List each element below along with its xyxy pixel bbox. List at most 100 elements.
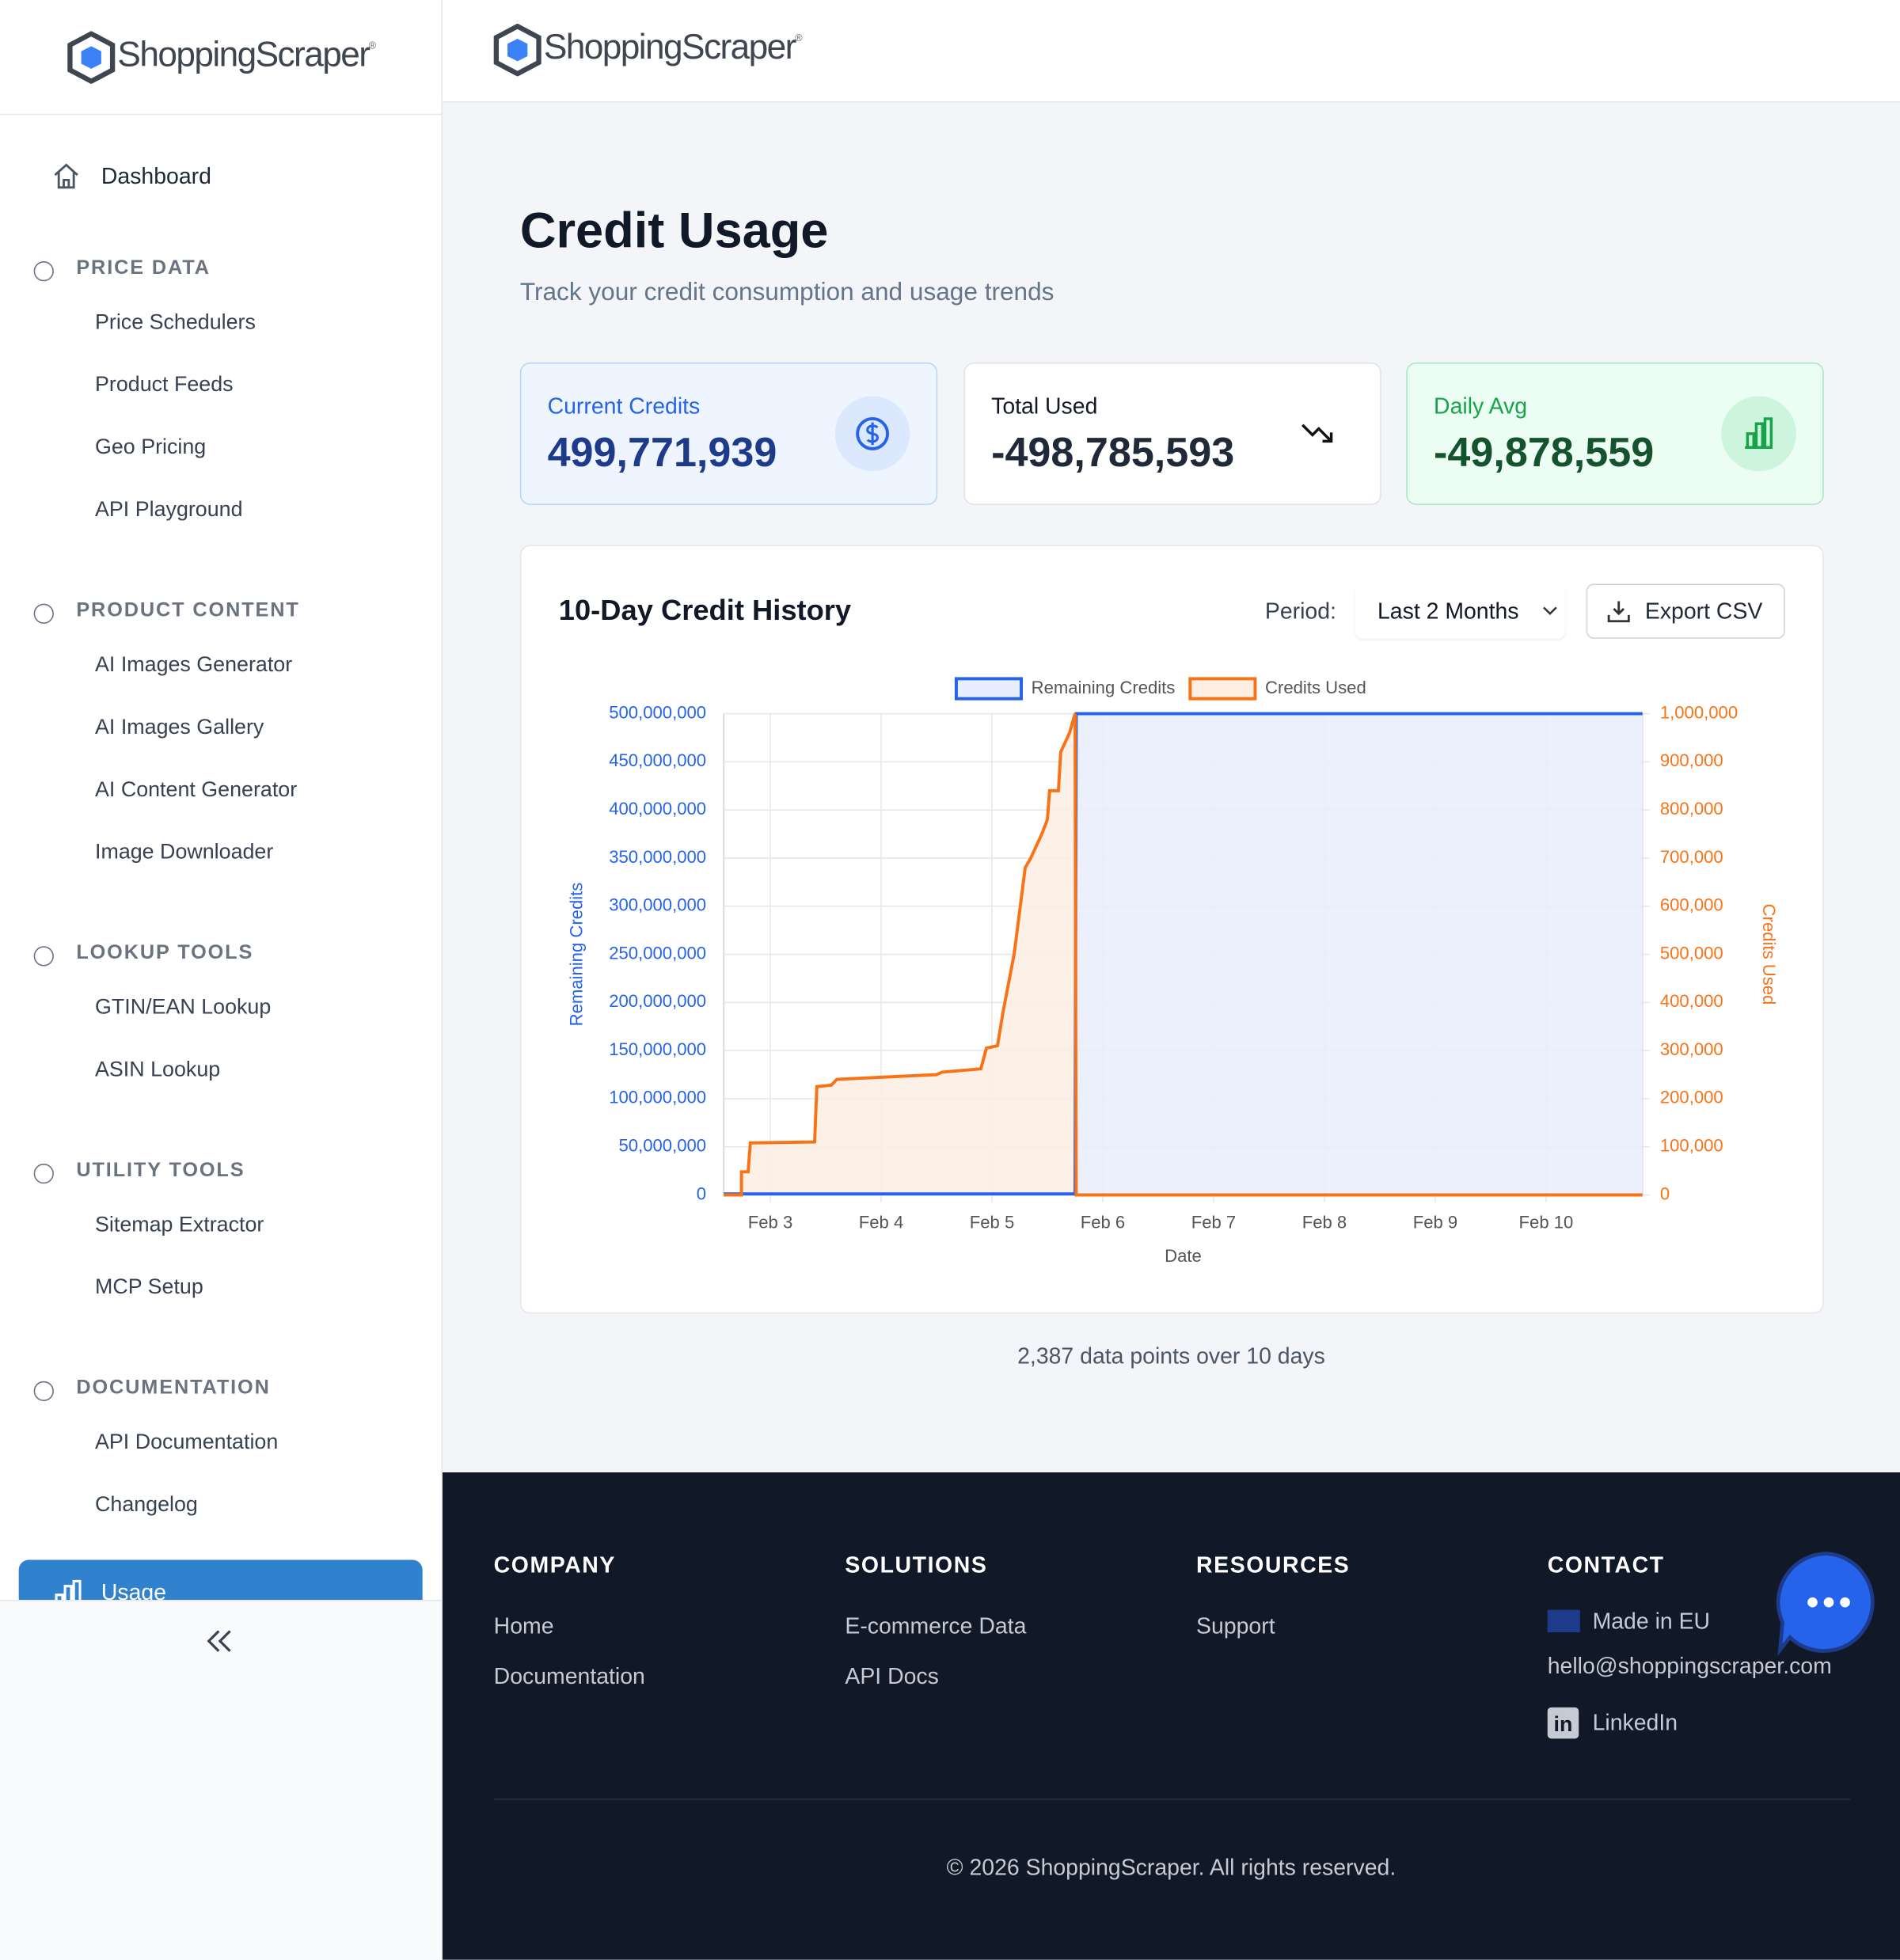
footer-heading: RESOURCES [1196, 1552, 1351, 1578]
chart: 0 50,000,000 100,000,000 150,000,000 200,000… [566, 677, 1779, 1266]
y2-tick-label: 400,000 [1660, 991, 1723, 1011]
y-tick-label: 100,000,000 [609, 1088, 706, 1107]
nav-item[interactable]: AI Content Generator [94, 777, 298, 802]
nav-item[interactable]: AI Images Generator [94, 652, 293, 677]
x-tick-label: Feb 9 [1413, 1213, 1457, 1233]
sidebar-bottom [0, 1682, 442, 1960]
section-heading: LOOKUP TOOLS [76, 942, 254, 964]
collapse-icon [207, 1630, 231, 1652]
legend-swatch [954, 677, 1023, 701]
area [724, 713, 1643, 1195]
y2-tick-label: 600,000 [1660, 895, 1723, 915]
nav-item[interactable]: MCP Setup [94, 1274, 203, 1299]
y2-tick-label: 900,000 [1660, 750, 1723, 770]
nav-item[interactable]: Product Feeds [94, 372, 234, 397]
y-tick-label: 450,000,000 [609, 750, 706, 770]
logo-text: ShoppingScraper [543, 27, 797, 66]
y2-tick-label: 100,000 [1660, 1136, 1723, 1156]
export-button[interactable]: Export CSV [1586, 583, 1785, 639]
nav-item[interactable]: Sitemap Extractor [94, 1212, 264, 1236]
footer-link[interactable]: API Docs [845, 1663, 939, 1689]
card-label: Total Used [991, 393, 1098, 419]
footer-link[interactable]: Documentation [493, 1663, 645, 1689]
y2-axis-title: Credits Used [1759, 904, 1779, 1005]
page-subtitle: Track your credit consumption and usage … [519, 279, 1054, 306]
y-tick-label: 500,000,000 [609, 702, 706, 722]
legend-swatch [1188, 677, 1257, 701]
footer-link[interactable]: Support [1196, 1613, 1275, 1639]
y-tick-label: 350,000,000 [609, 847, 706, 867]
copyright: © 2026 ShoppingScraper. All rights reser… [946, 1855, 1396, 1880]
nav-item[interactable]: API Documentation [94, 1430, 279, 1454]
footer-heading: SOLUTIONS [845, 1552, 988, 1578]
card-label: Current Credits [547, 393, 701, 419]
y-tick-label: 50,000,000 [619, 1136, 707, 1156]
legend-label: Remaining Credits [1032, 678, 1176, 697]
x-tick-label: Feb 5 [970, 1213, 1015, 1233]
footer-email[interactable]: hello@shoppingscraper.com [1547, 1653, 1832, 1679]
footer-heading: CONTACT [1547, 1552, 1665, 1578]
line [724, 712, 1643, 1196]
section-heading: UTILITY TOOLS [76, 1160, 245, 1182]
footer: CONTACT Made in EU hello@shoppingscraper… [442, 1472, 1900, 1960]
card-avg: Daily Avg -49,878,559 [1406, 362, 1824, 505]
section-icon [33, 260, 54, 282]
page-title: Credit Usage [519, 203, 829, 259]
chart-panel: 10-Day Credit History Period: Last 2 Mon… [519, 545, 1824, 1314]
registered-mark: ® [795, 32, 803, 44]
card-icon [1721, 396, 1796, 472]
nav-item[interactable]: API Playground [94, 497, 243, 522]
export-label: Export CSV [1644, 598, 1763, 624]
y2-tick-label: 200,000 [1660, 1088, 1723, 1107]
download-icon [1607, 601, 1630, 623]
section-icon [33, 603, 54, 624]
card-label: Daily Avg [1434, 393, 1528, 419]
y-tick-label: 0 [697, 1183, 706, 1203]
section-icon [33, 946, 54, 967]
area [724, 713, 1643, 1195]
chat-button[interactable] [1775, 1550, 1883, 1658]
footer-divider [493, 1799, 1850, 1800]
footer-linkedin[interactable]: LinkedIn [1592, 1709, 1678, 1735]
card-value: -49,878,559 [1434, 428, 1655, 475]
card-icon [1302, 424, 1333, 443]
logo-icon [67, 31, 116, 84]
period-label: Period: [1264, 598, 1336, 624]
nav-dashboard[interactable]: Dashboard [101, 163, 211, 189]
panel-title: 10-Day Credit History [558, 593, 852, 627]
x-tick-label: Feb 6 [1081, 1213, 1126, 1233]
period-select[interactable]: Last 2 Months [1355, 583, 1565, 638]
line [724, 713, 1643, 1197]
section-icon [33, 1163, 54, 1184]
footer-link[interactable]: E-commerce Data [845, 1613, 1027, 1639]
linkedin-icon: in [1547, 1707, 1579, 1739]
card-value: -498,785,593 [991, 428, 1235, 475]
nav-item[interactable]: ASIN Lookup [94, 1057, 221, 1081]
nav-item[interactable]: GTIN/EAN Lookup [94, 994, 272, 1019]
y-axis-title: Remaining Credits [566, 883, 586, 1027]
y-tick-label: 300,000,000 [609, 895, 706, 915]
nav-item[interactable]: Changelog [94, 1492, 198, 1517]
nav-item[interactable]: Image Downloader [94, 840, 274, 864]
card-current: Current Credits 499,771,939 [519, 362, 938, 505]
nav-item[interactable]: AI Images Gallery [94, 715, 264, 739]
x-tick-label: Feb 3 [748, 1213, 792, 1233]
collapse-bar[interactable] [0, 1600, 442, 1684]
usage-icon [55, 1579, 82, 1605]
sidebar: ShoppingScraper ® Dashboard PRICE DATA Pr… [0, 0, 443, 1960]
x-tick-label: Feb 8 [1302, 1213, 1347, 1233]
section-icon [33, 1381, 54, 1401]
nav-item[interactable]: Geo Pricing [94, 435, 207, 459]
footer-link[interactable]: Home [493, 1613, 554, 1639]
home-icon [54, 163, 78, 189]
nav-item[interactable]: Price Schedulers [94, 310, 256, 334]
section-heading: PRODUCT CONTENT [76, 599, 300, 621]
legend-label: Credits Used [1265, 678, 1366, 697]
footnote: 2,387 data points over 10 days [1017, 1343, 1325, 1369]
y-tick-label: 150,000,000 [609, 1039, 706, 1059]
y2-tick-label: 800,000 [1660, 799, 1723, 819]
period-value: Last 2 Months [1377, 598, 1519, 624]
card-value: 499,771,939 [547, 428, 777, 475]
card-used: Total Used -498,785,593 [963, 362, 1381, 505]
